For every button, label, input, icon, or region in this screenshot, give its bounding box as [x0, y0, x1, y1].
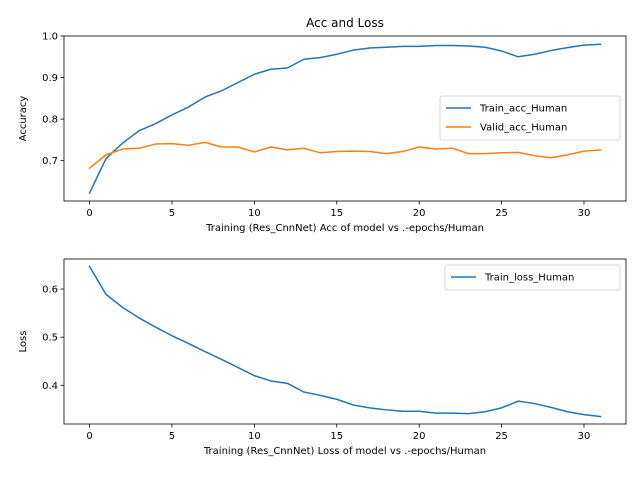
x-tick-label: 25 [495, 431, 508, 442]
legend-label: Train_loss_Human [484, 273, 574, 284]
chart-title: Acc and Loss [306, 16, 384, 30]
x-tick-label: 0 [86, 431, 92, 442]
legend: Train_acc_Human Valid_acc_Human [439, 95, 621, 141]
series-line-Valid_acc_Human [88, 141, 602, 170]
y-tick-label: 0.7 [42, 156, 58, 167]
chart-panel-1: Acc and Loss 0 5 10 15 20 25 30 0.7 0.8 0.9 1.0 Trai… [18, 16, 627, 234]
y-tick-label: 0.4 [42, 381, 58, 392]
x-tick-label: 20 [413, 431, 426, 442]
y-axis-label: Accuracy [18, 96, 29, 142]
x-axis-label: Training (Res_CnnNet) Acc of model vs .-… [205, 223, 484, 234]
x-tick-label: 5 [169, 208, 175, 219]
y-tick-label: 1.0 [42, 32, 58, 43]
legend-label: Train_acc_Human [479, 104, 567, 115]
y-tick-label: 0.6 [42, 285, 58, 296]
legend-label: Valid_acc_Human [480, 123, 567, 134]
series-line-Train_acc_Human [88, 43, 602, 195]
x-tick-label: 15 [330, 208, 343, 219]
y-tick-label: 0.5 [42, 333, 58, 344]
y-tick-label: 0.8 [42, 115, 58, 126]
x-tick-label: 25 [495, 208, 508, 219]
x-tick-label: 10 [248, 208, 261, 219]
plot-frame [63, 258, 627, 425]
chart-panel-2: 0 5 10 15 20 25 30 0.4 0.5 0.6 Training (Res_CnnNe… [18, 258, 627, 457]
legend: Train_loss_Human [444, 264, 621, 291]
x-tick-label: 15 [330, 431, 343, 442]
x-tick-label: 20 [413, 208, 426, 219]
x-tick-label: 10 [248, 431, 261, 442]
legend-box [444, 264, 621, 291]
x-tick-label: 5 [169, 431, 175, 442]
plot-frame [63, 35, 627, 202]
x-axis-label: Training (Res_CnnNet) Loss of model vs .… [203, 446, 486, 457]
legend-box [439, 95, 621, 141]
y-axis-label: Loss [18, 331, 29, 353]
y-tick-label: 0.9 [42, 73, 58, 84]
x-tick-label: 30 [578, 208, 591, 219]
series-line-Train_loss_Human [88, 265, 602, 418]
x-tick-label: 0 [86, 208, 92, 219]
x-tick-label: 30 [578, 431, 591, 442]
